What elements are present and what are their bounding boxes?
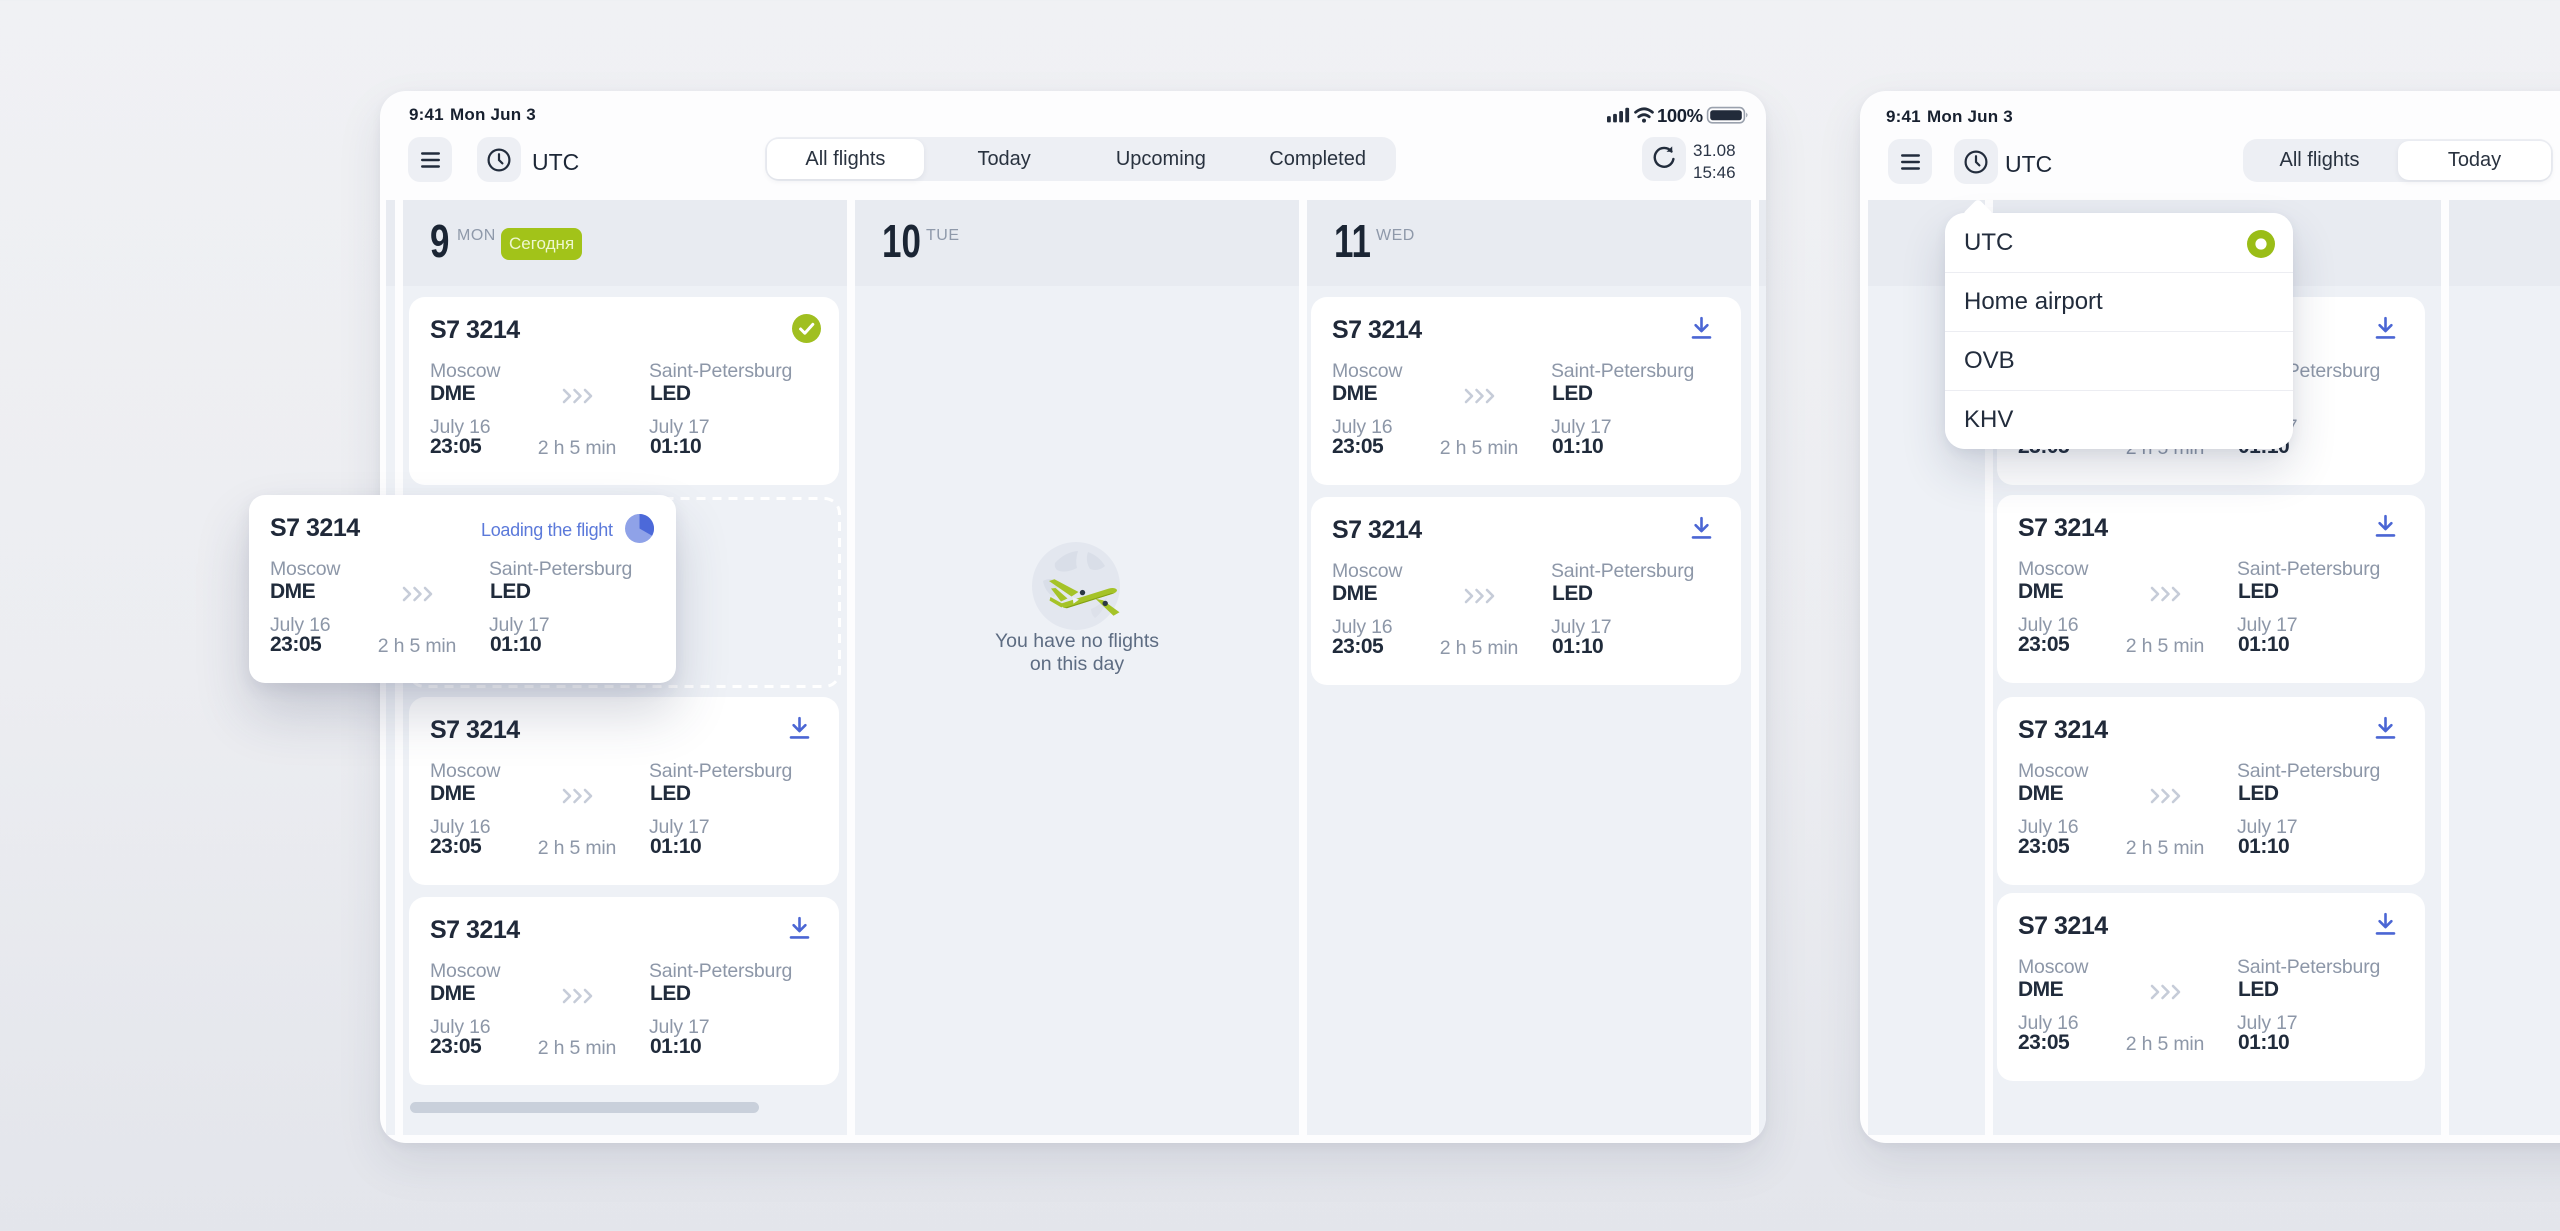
svg-text:100%: 100% — [1657, 106, 1703, 124]
